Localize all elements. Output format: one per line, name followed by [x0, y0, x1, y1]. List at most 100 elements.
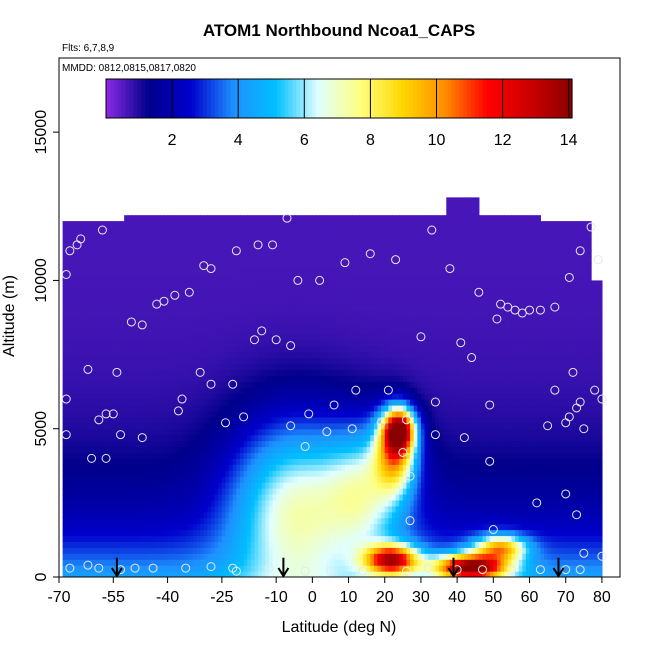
heatmap-cell — [153, 505, 158, 513]
heatmap-cell — [120, 387, 125, 394]
heatmap-cell — [174, 488, 180, 495]
heatmap-cell — [207, 369, 212, 376]
heatmap-cell — [178, 304, 183, 311]
heatmap-cell — [135, 268, 140, 276]
heatmap-cell — [156, 375, 161, 382]
heatmap-cell — [102, 422, 107, 430]
heatmap-cell — [276, 227, 281, 234]
heatmap-cell — [171, 476, 176, 483]
heatmap-cell — [116, 327, 122, 335]
heatmap-cell — [272, 565, 277, 572]
heatmap-cell — [127, 547, 132, 554]
heatmap-cell — [225, 280, 230, 287]
heatmap-cell — [135, 434, 140, 442]
heatmap-cell — [341, 227, 346, 234]
heatmap-cell — [66, 571, 71, 577]
heatmap-cell — [149, 476, 154, 483]
heatmap-cell — [214, 215, 219, 222]
heatmap-cell — [87, 422, 93, 430]
heatmap-cell — [211, 482, 216, 489]
heatmap-cell — [98, 535, 104, 543]
heatmap-cell — [196, 505, 201, 513]
heatmap-cell — [287, 351, 292, 359]
heatmap-cell — [66, 363, 71, 370]
heatmap-cell — [207, 482, 212, 489]
heatmap-cell — [106, 434, 111, 442]
heatmap-cell — [326, 547, 332, 554]
heatmap-cell — [149, 387, 154, 394]
heatmap-cell — [127, 529, 132, 537]
heatmap-cell — [301, 339, 306, 347]
heatmap-cell — [127, 327, 132, 335]
heatmap-cell — [192, 369, 198, 376]
heatmap-cell — [229, 416, 234, 424]
heatmap-cell — [305, 256, 310, 264]
heatmap-cell — [80, 511, 85, 519]
heatmap-cell — [69, 422, 75, 430]
heatmap-cell — [131, 250, 136, 258]
heatmap-cell — [211, 363, 216, 370]
heatmap-cell — [127, 434, 132, 442]
heatmap-cell — [66, 244, 71, 252]
heatmap-cell — [167, 399, 172, 406]
heatmap-cell — [62, 535, 67, 543]
heatmap-cell — [229, 476, 234, 483]
heatmap-cell — [80, 470, 85, 477]
heatmap-cell — [182, 256, 187, 264]
heatmap-cell — [135, 535, 140, 543]
heatmap-cell — [120, 488, 125, 495]
heatmap-cell — [203, 227, 208, 234]
heatmap-cell — [145, 571, 151, 577]
heatmap-cell — [135, 428, 140, 436]
heatmap-cell — [287, 565, 292, 572]
heatmap-cell — [258, 256, 263, 264]
heatmap-cell — [319, 268, 324, 276]
heatmap-cell — [142, 244, 147, 252]
heatmap-cell — [287, 250, 292, 258]
heatmap-cell — [265, 517, 270, 525]
heatmap-cell — [326, 464, 332, 471]
heatmap-cell — [160, 505, 165, 513]
heatmap-cell — [265, 535, 270, 543]
heatmap-cell — [287, 221, 292, 228]
heatmap-cell — [91, 399, 96, 406]
heatmap-cell — [355, 553, 361, 560]
heatmap-cell — [239, 410, 245, 418]
heatmap-cell — [189, 351, 194, 359]
heatmap-cell — [84, 434, 89, 442]
heatmap-cell — [87, 488, 93, 495]
heatmap-cell — [250, 559, 256, 566]
heatmap-cell — [135, 565, 140, 572]
heatmap-cell — [243, 541, 248, 548]
heatmap-cell — [334, 238, 339, 246]
heatmap-cell — [109, 505, 114, 513]
heatmap-cell — [315, 387, 321, 394]
heatmap-cell — [261, 458, 266, 465]
heatmap-cell — [66, 535, 71, 543]
heatmap-cell — [149, 511, 154, 519]
heatmap-cell — [225, 250, 230, 258]
heatmap-cell — [341, 256, 346, 264]
heatmap-cell — [283, 547, 288, 554]
heatmap-cell — [239, 292, 245, 299]
heatmap-cell — [174, 316, 180, 323]
heatmap-cell — [218, 511, 223, 519]
heatmap-cell — [334, 482, 339, 489]
heatmap-cell — [290, 262, 295, 270]
heatmap-cell — [221, 535, 227, 543]
heatmap-cell — [156, 250, 161, 258]
heatmap-cell — [337, 428, 342, 436]
heatmap-cell — [218, 232, 223, 240]
heatmap-cell — [102, 280, 107, 287]
heatmap-cell — [124, 316, 129, 323]
heatmap-cell — [236, 304, 241, 311]
heatmap-cell — [160, 321, 165, 329]
heatmap-cell — [287, 547, 292, 554]
heatmap-cell — [189, 452, 194, 459]
heatmap-cell — [124, 464, 129, 471]
heatmap-cell — [207, 511, 212, 519]
heatmap-cell — [308, 316, 313, 323]
heatmap-cell — [218, 416, 223, 424]
heatmap-cell — [185, 221, 190, 228]
heatmap-cell — [352, 215, 357, 222]
